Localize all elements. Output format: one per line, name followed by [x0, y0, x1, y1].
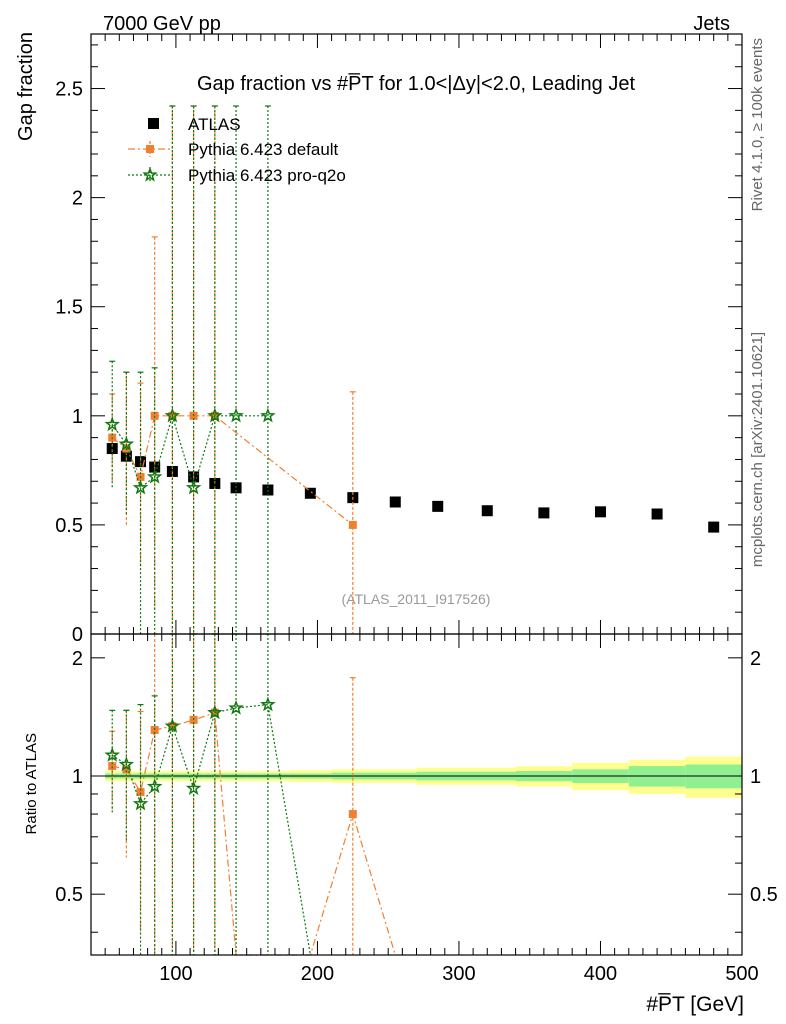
ratio-proq2o-point [104, 747, 120, 762]
proq2o-point [228, 407, 244, 423]
proq2o-point [185, 479, 202, 495]
legend: ATLAS Pythia 6.423 default Pythia 6.423 … [128, 115, 346, 185]
main-y-tick-label: 1.5 [55, 297, 83, 319]
header-left: 7000 GeV pp [103, 13, 221, 35]
ratio-y-tick-label-right: 1 [750, 766, 761, 788]
atlas-point [432, 500, 444, 512]
ratio-default-point [108, 762, 117, 771]
axes: 100 200 300 400 500 0.5 1 1.5 2 2.5 0 0.5 0.5 1 1 2 2 [55, 33, 778, 985]
ratio-y-tick-label-right: 0.5 [750, 884, 778, 906]
header-right: Jets [693, 13, 730, 35]
main-y-tick-label: 2.5 [55, 79, 83, 101]
legend-default-label: Pythia 6.423 default [188, 140, 339, 159]
x-tick-label: 500 [725, 963, 758, 985]
ratio-default-point [348, 810, 357, 819]
atlas-point [304, 487, 316, 499]
ratio-default-point [150, 725, 159, 734]
legend-proq2o-label: Pythia 6.423 pro-q2o [188, 166, 346, 185]
proq2o-point [132, 479, 149, 495]
main-y-tick-label: 1 [72, 406, 83, 428]
proq2o-point [118, 436, 135, 451]
legend-default-marker [146, 145, 154, 153]
legend-atlas-label: ATLAS [188, 115, 241, 134]
ratio-y-tick-label: 1 [72, 766, 83, 788]
side-label-bottom: mcplots.cern.ch [arXiv:2401.10621] [749, 332, 766, 567]
legend-atlas-marker [148, 118, 159, 129]
proq2o-point [207, 407, 223, 423]
atlas-point [594, 506, 606, 518]
x-tick-label: 400 [584, 963, 617, 985]
side-label-top: Rivet 4.1.0, ≥ 100k events [749, 38, 766, 211]
main-y-tick-label: 0 [72, 624, 83, 646]
ratio-proq2o-point [164, 717, 181, 733]
proq2o-point [104, 416, 120, 432]
ratio-proq2o-point [260, 696, 276, 712]
ratio-default-point [122, 765, 131, 774]
ratio-panel-plot [91, 633, 742, 956]
proq2o-point [164, 407, 181, 423]
x-tick-label: 300 [442, 963, 475, 985]
main-panel-plot [104, 105, 720, 634]
atlas-point [106, 443, 118, 455]
atlas-point [389, 496, 401, 508]
ratio-y-tick-label: 0.5 [55, 884, 83, 906]
ratio-proq2o-point [207, 704, 223, 720]
ratio-proq2o-point [146, 778, 163, 794]
ratio-frame [90, 633, 743, 956]
x-axis-title: #P̅T [GeV] [646, 993, 744, 1016]
plot-title: Gap fraction vs #P̅T for 1.0<|Δy|<2.0, L… [197, 72, 636, 95]
main-y-axis-title: Gap fraction [15, 32, 37, 141]
legend-proq2o-marker [142, 166, 158, 182]
proq2o-point [146, 468, 163, 484]
proq2o-point [260, 407, 276, 423]
ratio-proq2o-line [111, 703, 311, 956]
ratio-proq2o-point [228, 699, 244, 715]
ratio-y-tick-label-right: 2 [750, 648, 761, 670]
watermark: (ATLAS_2011_I917526) [342, 591, 491, 607]
atlas-point [708, 521, 720, 533]
main-y-tick-label: 0.5 [55, 515, 83, 537]
atlas-point [538, 507, 550, 519]
default-line [111, 415, 354, 526]
ratio-proq2o-point [132, 795, 149, 811]
atlas-point [651, 508, 663, 520]
atlas-point [481, 505, 493, 517]
ratio-proq2o-point [185, 780, 202, 795]
x-tick-label: 200 [301, 963, 334, 985]
default-point [348, 520, 357, 529]
main-y-tick-label: 2 [72, 188, 83, 210]
x-tick-label: 100 [159, 963, 192, 985]
ratio-default-point [136, 788, 145, 797]
ratio-y-axis-title: Ratio to ATLAS [23, 733, 40, 834]
ratio-proq2o-point [118, 756, 135, 772]
ratio-y-tick-label: 2 [72, 648, 83, 670]
